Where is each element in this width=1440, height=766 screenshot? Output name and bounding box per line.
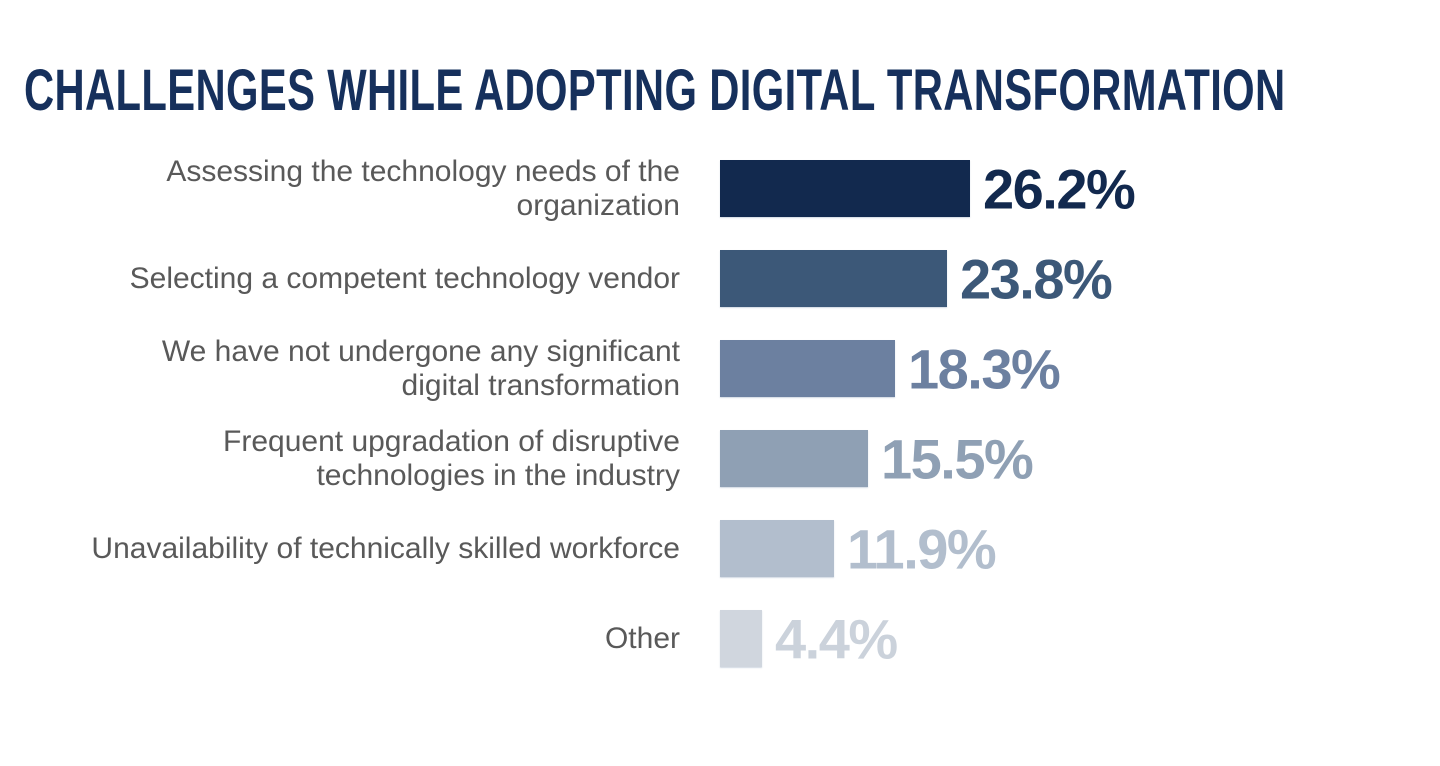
bar xyxy=(720,520,834,577)
value-label: 15.5% xyxy=(881,427,1034,490)
chart-row: Selecting a competent technology vendor 2… xyxy=(0,247,1440,310)
bar-chart: Assessing the technology needs of the or… xyxy=(0,155,1440,700)
value-label: 18.3% xyxy=(908,337,1061,400)
chart-row: Unavailability of technically skilled wo… xyxy=(0,517,1440,580)
bar xyxy=(720,250,947,307)
value-label: 26.2% xyxy=(983,157,1136,220)
value-label: 11.9% xyxy=(847,517,997,580)
category-label: Assessing the technology needs of the or… xyxy=(166,154,680,222)
bar xyxy=(720,340,895,397)
category-label: Other xyxy=(604,621,680,655)
chart-row: Assessing the technology needs of the or… xyxy=(0,155,1440,222)
category-label: Frequent upgradation of disruptive techn… xyxy=(223,424,680,492)
bar xyxy=(720,430,868,487)
chart-title: CHALLENGES WHILE ADOPTING DIGITAL TRANSF… xyxy=(24,58,1286,123)
chart-row: Other 4.4% xyxy=(0,607,1440,670)
category-label: We have not undergone any significant di… xyxy=(161,334,680,402)
chart-row: Frequent upgradation of disruptive techn… xyxy=(0,425,1440,492)
chart-row: We have not undergone any significant di… xyxy=(0,335,1440,402)
value-label: 23.8% xyxy=(960,247,1113,310)
category-label: Unavailability of technically skilled wo… xyxy=(91,531,680,565)
bar xyxy=(720,610,762,667)
bar xyxy=(720,160,970,217)
category-label: Selecting a competent technology vendor xyxy=(129,261,680,295)
value-label: 4.4% xyxy=(775,607,898,670)
